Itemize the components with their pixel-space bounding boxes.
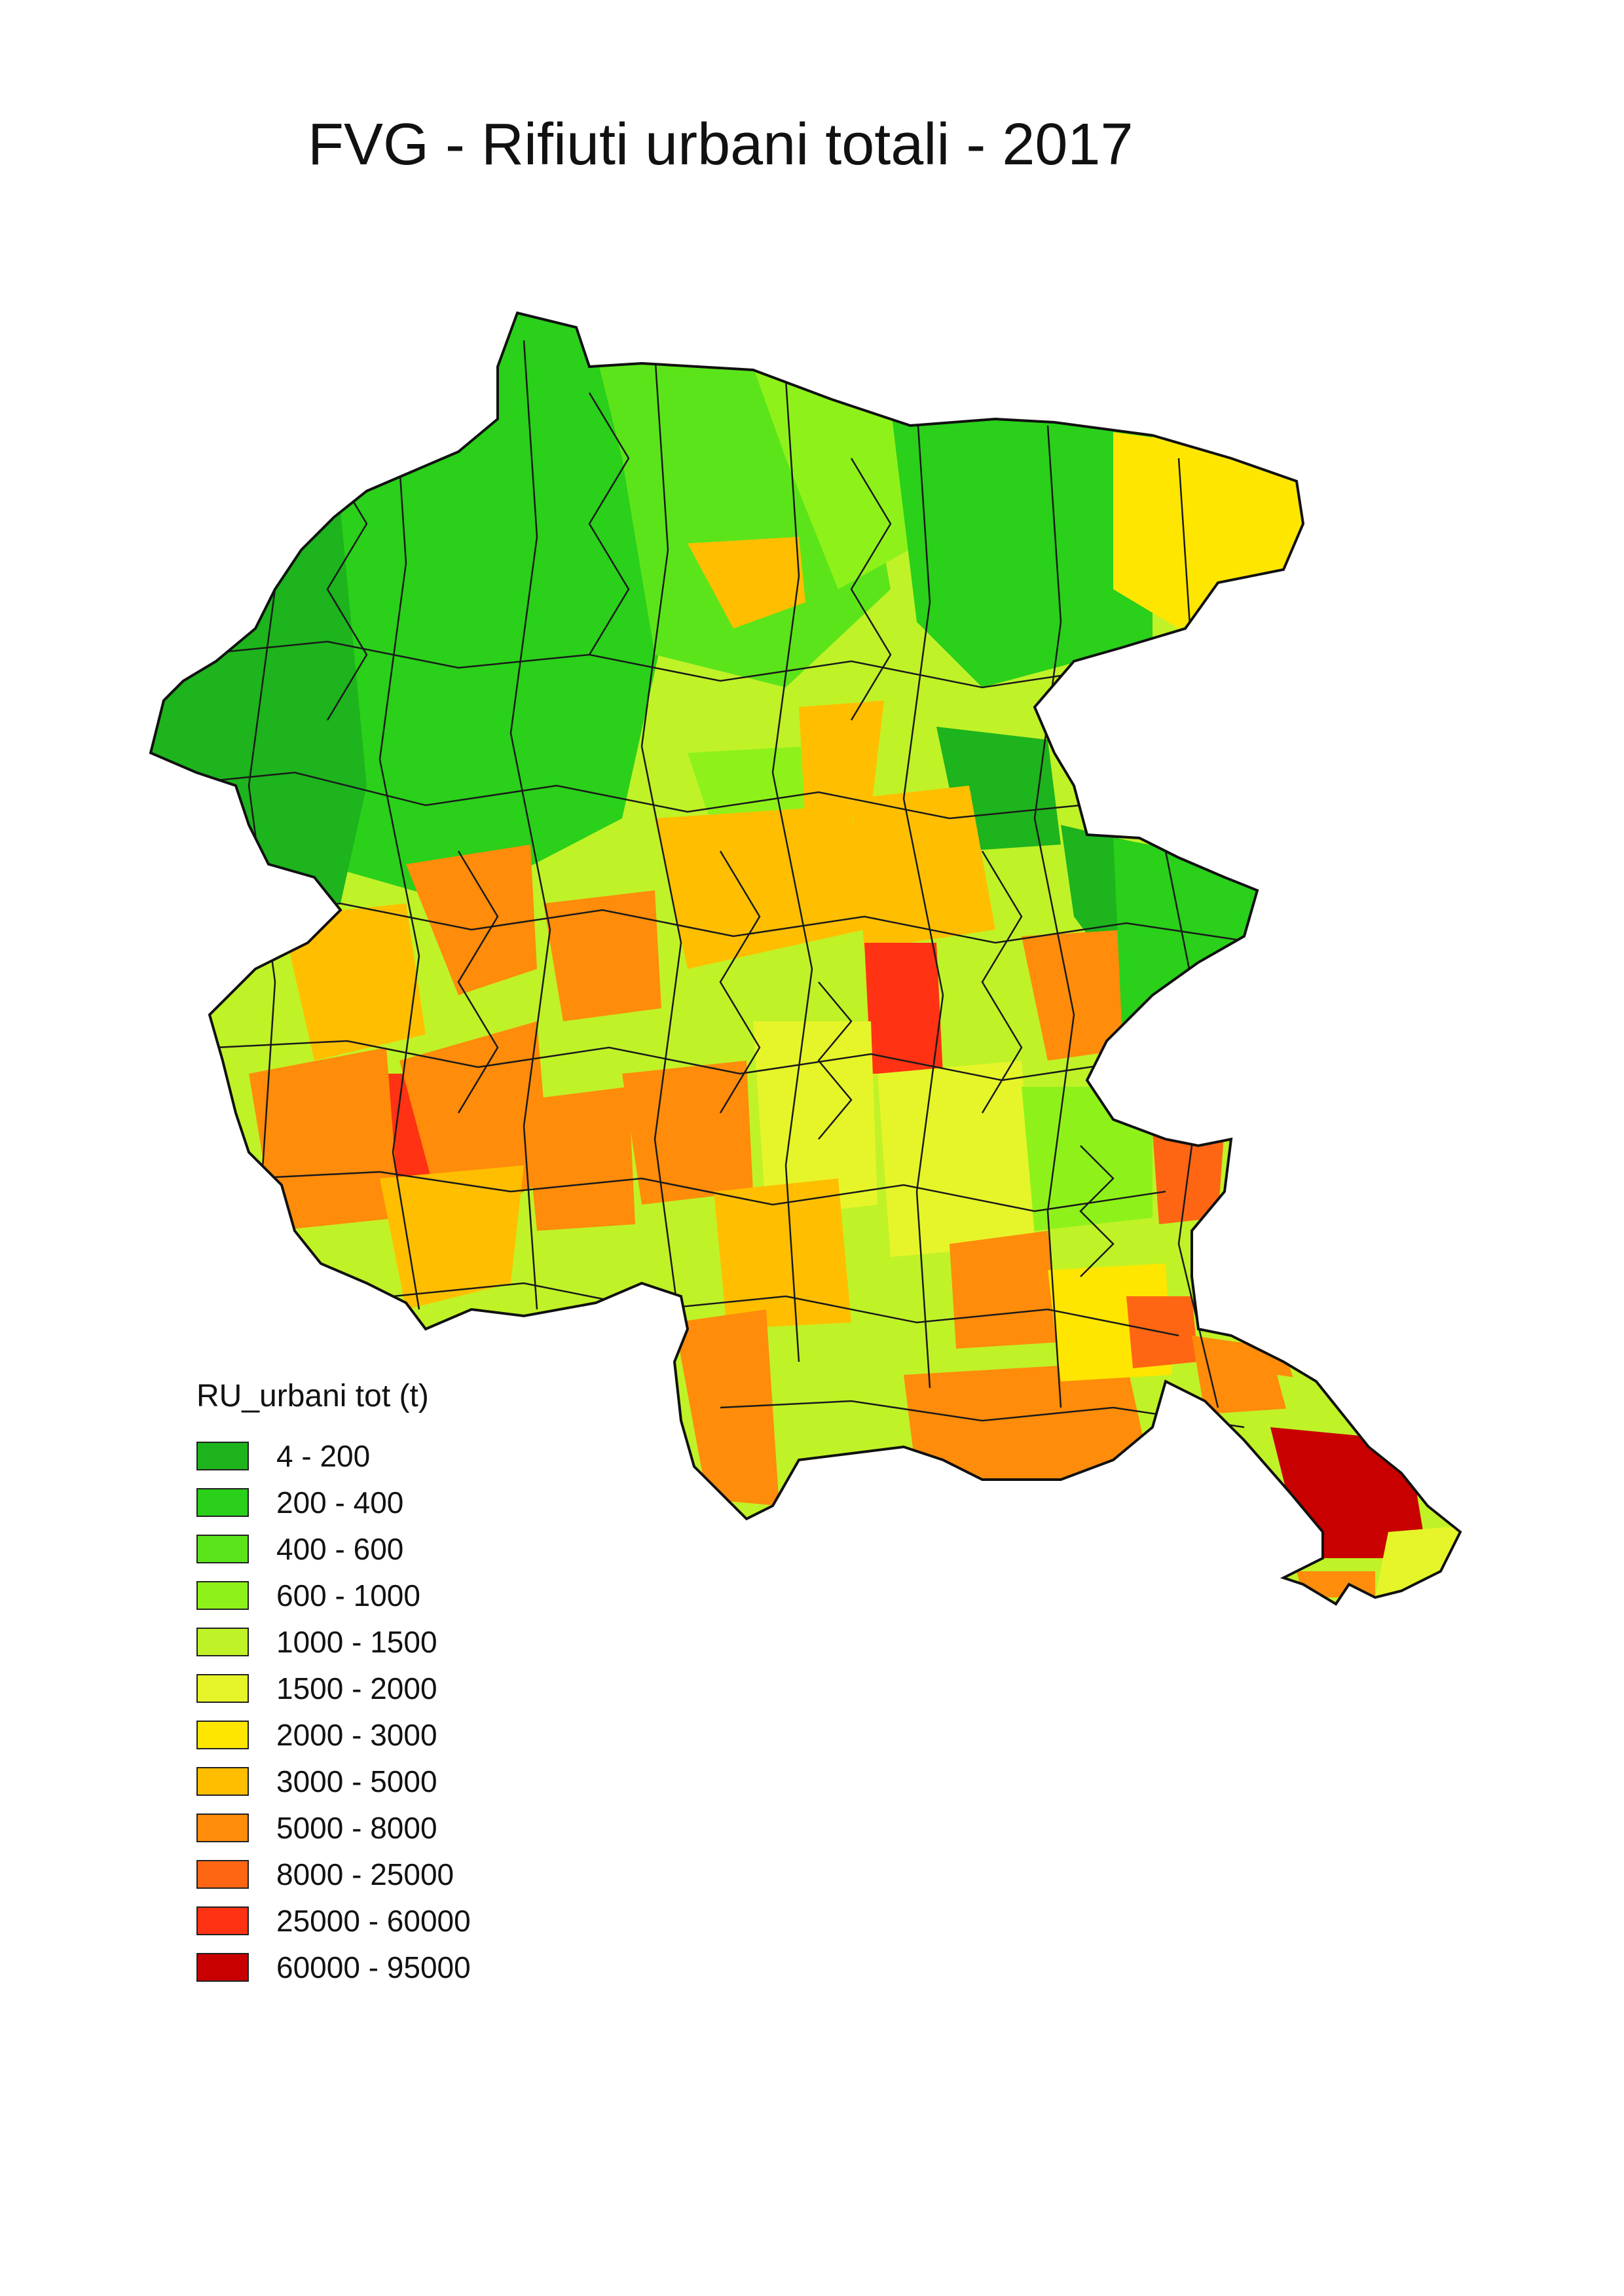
legend-swatch <box>196 1627 249 1656</box>
zone-manzano <box>1022 1087 1153 1231</box>
zone-muggia-coast <box>1297 1571 1375 1597</box>
legend-item: 600 - 1000 <box>196 1572 471 1618</box>
zone-san-daniele <box>655 805 864 969</box>
legend-label: 600 - 1000 <box>276 1578 420 1613</box>
zone-gemona <box>799 701 884 825</box>
legend-swatch <box>196 1720 249 1749</box>
legend-label: 2000 - 3000 <box>276 1717 437 1752</box>
map-legend: RU_urbani tot (t) 4 - 200 200 - 400 400 - … <box>196 1378 471 1990</box>
zone-plain-center <box>753 1021 877 1218</box>
legend-swatch <box>196 1952 249 1982</box>
legend-item: 60000 - 95000 <box>196 1944 471 1990</box>
zone-tarcento <box>851 786 995 949</box>
zone-aviano <box>282 903 426 1061</box>
zone-san-vito <box>524 1087 635 1231</box>
zone-pozzuolo <box>877 1061 1035 1257</box>
legend-label: 1500 - 2000 <box>276 1671 437 1705</box>
zone-fiume-veneto <box>380 1165 524 1309</box>
municipality-boundaries <box>163 340 1258 1429</box>
legend-label: 8000 - 25000 <box>276 1857 454 1891</box>
legend-label: 4 - 200 <box>276 1438 371 1473</box>
legend-swatch <box>196 1487 249 1517</box>
legend-swatch <box>196 1766 249 1796</box>
zone-north-east <box>891 406 1153 687</box>
zone-udine <box>864 943 943 1074</box>
legend-swatch <box>196 1441 249 1470</box>
legend-item: 3000 - 5000 <box>196 1758 471 1804</box>
legend-label: 60000 - 95000 <box>276 1950 471 1984</box>
legend-item: 400 - 600 <box>196 1525 471 1572</box>
zone-cividale <box>1022 930 1139 1061</box>
zone-cervignano <box>950 1231 1061 1349</box>
legend-label: 25000 - 60000 <box>276 1903 471 1938</box>
legend-label: 1000 - 1500 <box>276 1624 437 1659</box>
legend-item: 25000 - 60000 <box>196 1897 471 1944</box>
zone-sacile <box>249 1048 399 1231</box>
zone-maniago <box>406 845 537 995</box>
zone-codroipo <box>622 1061 753 1205</box>
legend-swatch <box>196 1580 249 1610</box>
legend-label: 5000 - 8000 <box>276 1810 437 1845</box>
legend-item: 200 - 400 <box>196 1479 471 1525</box>
legend-title: RU_urbani tot (t) <box>196 1379 429 1413</box>
legend-swatch <box>196 1673 249 1703</box>
legend-item: 8000 - 25000 <box>196 1851 471 1897</box>
legend-swatch <box>196 1859 249 1889</box>
legend-label: 200 - 400 <box>276 1485 404 1520</box>
legend-item: 5000 - 8000 <box>196 1804 471 1851</box>
legend-rows: 4 - 200 200 - 400 400 - 600 600 - 1000 1000 … <box>196 1432 471 1990</box>
legend-swatch <box>196 1906 249 1935</box>
legend-swatch <box>196 1813 249 1842</box>
legend-label: 3000 - 5000 <box>276 1764 437 1798</box>
zone-latisana-north <box>714 1178 851 1329</box>
legend-label: 400 - 600 <box>276 1531 404 1566</box>
zone-grado <box>904 1362 1153 1480</box>
zone-muggia <box>1375 1525 1460 1597</box>
legend-item: 1000 - 1500 <box>196 1618 471 1665</box>
zone-spilimbergo <box>544 890 661 1021</box>
legend-item: 1500 - 2000 <box>196 1665 471 1711</box>
legend-item: 4 - 200 <box>196 1432 471 1479</box>
legend-swatch <box>196 1534 249 1563</box>
legend-item: 2000 - 3000 <box>196 1711 471 1758</box>
zone-tarvisio <box>1113 432 1310 629</box>
zone-tolmezzo <box>688 537 805 629</box>
map-title: FVG - Rifiuti urbani totali - 2017 <box>308 112 1134 177</box>
